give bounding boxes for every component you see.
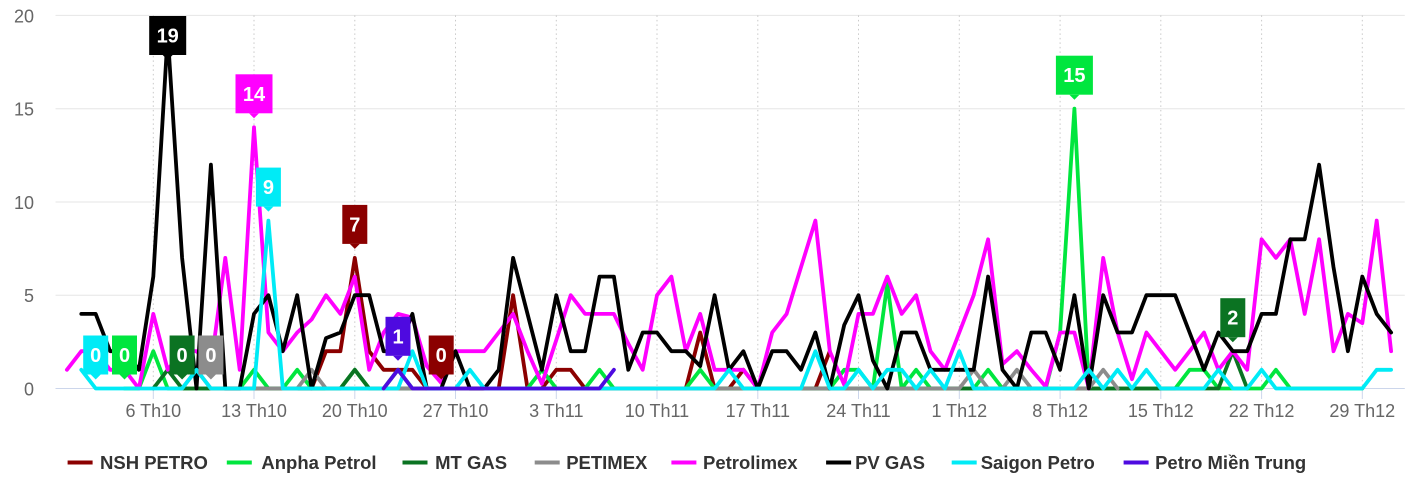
svg-text:17 Th11: 17 Th11 — [726, 401, 790, 421]
svg-text:15: 15 — [1063, 65, 1085, 87]
svg-text:10 Th11: 10 Th11 — [625, 401, 689, 421]
svg-text:2: 2 — [1227, 308, 1238, 330]
svg-text:3 Th11: 3 Th11 — [529, 401, 583, 421]
svg-text:0: 0 — [119, 345, 130, 367]
svg-text:29 Th12: 29 Th12 — [1329, 401, 1395, 421]
svg-text:14: 14 — [243, 84, 266, 106]
svg-text:19: 19 — [157, 26, 179, 48]
svg-text:0: 0 — [436, 345, 447, 367]
svg-text:8 Th12: 8 Th12 — [1032, 401, 1088, 421]
svg-text:Anpha Petrol: Anpha Petrol — [261, 452, 376, 473]
svg-text:13 Th10: 13 Th10 — [221, 401, 287, 421]
svg-text:24 Th11: 24 Th11 — [826, 401, 890, 421]
svg-text:10: 10 — [14, 193, 34, 213]
svg-text:PETIMEX: PETIMEX — [566, 452, 648, 473]
svg-text:Petro Miền Trung: Petro Miền Trung — [1155, 452, 1306, 473]
svg-text:20 Th10: 20 Th10 — [322, 401, 388, 421]
svg-text:0: 0 — [90, 345, 101, 367]
svg-text:15: 15 — [14, 100, 34, 120]
svg-text:Petrolimex: Petrolimex — [703, 452, 798, 473]
svg-text:NSH PETRO: NSH PETRO — [100, 452, 208, 473]
svg-text:7: 7 — [349, 214, 360, 236]
svg-text:PV GAS: PV GAS — [855, 452, 925, 473]
svg-text:22 Th12: 22 Th12 — [1229, 401, 1295, 421]
svg-text:27 Th10: 27 Th10 — [423, 401, 489, 421]
svg-text:0: 0 — [24, 380, 34, 400]
svg-text:0: 0 — [205, 345, 216, 367]
svg-text:1: 1 — [392, 326, 403, 348]
svg-text:1 Th12: 1 Th12 — [931, 401, 987, 421]
svg-text:MT GAS: MT GAS — [435, 452, 507, 473]
svg-text:0: 0 — [177, 345, 188, 367]
svg-text:20: 20 — [14, 6, 34, 26]
svg-text:Saigon Petro: Saigon Petro — [981, 452, 1095, 473]
svg-text:15 Th12: 15 Th12 — [1128, 401, 1194, 421]
svg-text:5: 5 — [24, 286, 34, 306]
svg-text:6 Th10: 6 Th10 — [125, 401, 181, 421]
svg-text:9: 9 — [263, 177, 274, 199]
